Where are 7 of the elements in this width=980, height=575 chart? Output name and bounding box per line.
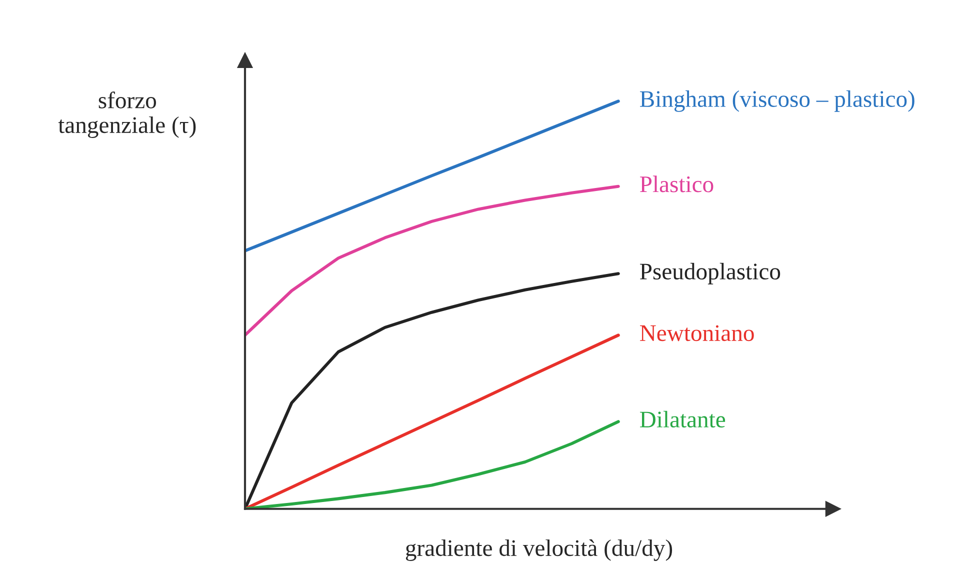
- series-label: Dilatante: [640, 410, 726, 428]
- series-label: Pseudoplastico: [640, 262, 780, 284]
- series-label: Bingham (viscoso – plastico): [640, 90, 914, 112]
- y-axis-title: sforzo tangenziale (τ): [58, 92, 196, 138]
- x-axis-title: gradiente di velocità (du/dy): [406, 539, 672, 561]
- series-label: Newtoniano: [640, 325, 754, 342]
- series-label: Plastico: [640, 176, 714, 192]
